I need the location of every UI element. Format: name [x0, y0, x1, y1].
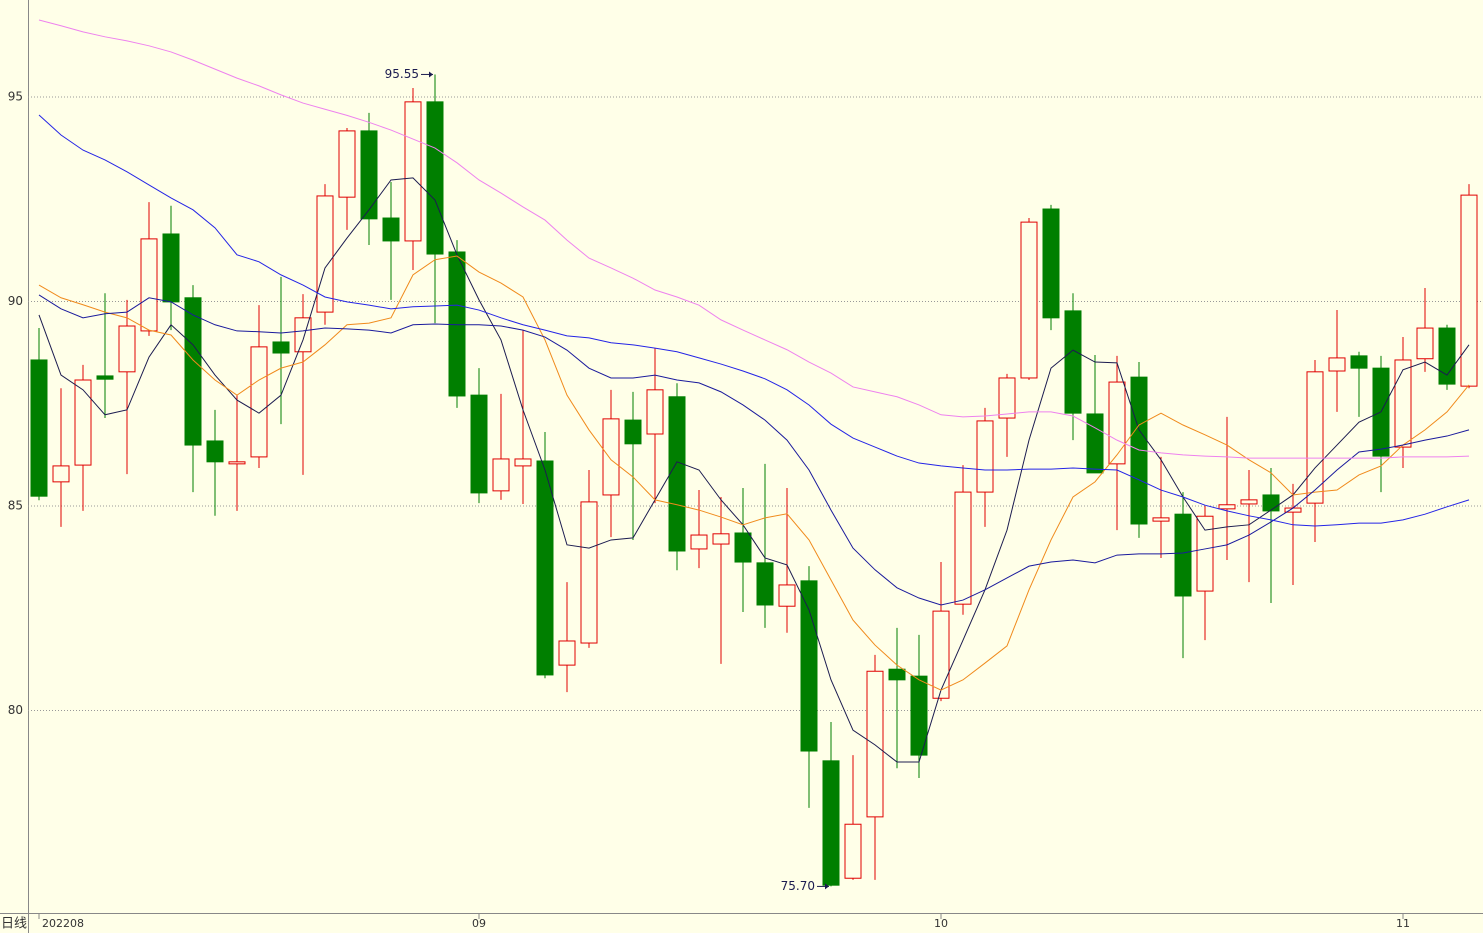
- annotation-label: 95.55: [385, 67, 419, 81]
- candle-body: [1064, 310, 1082, 414]
- candle-body: [162, 233, 180, 303]
- moving-average-line: [38, 255, 1470, 691]
- candle-body: [690, 534, 708, 550]
- y-tick-label: 80: [8, 703, 23, 717]
- candle-body: [844, 823, 862, 879]
- candle-body: [1416, 327, 1434, 360]
- annotation-arrowhead: [825, 883, 829, 890]
- candle-body: [1152, 517, 1170, 522]
- x-tick-label: 10: [934, 917, 948, 930]
- candle-body: [96, 375, 114, 380]
- candle-body: [492, 458, 510, 492]
- candle-body: [228, 461, 246, 465]
- candle-body: [470, 394, 488, 494]
- x-tick-label: 202208: [42, 917, 84, 930]
- candle-body: [998, 377, 1016, 419]
- candle-body: [734, 532, 752, 563]
- candle-body: [140, 238, 158, 332]
- candle-body: [1438, 327, 1456, 385]
- candle-body: [514, 458, 532, 467]
- candle-body: [382, 217, 400, 242]
- candle-body: [30, 359, 48, 497]
- candle-body: [888, 668, 906, 681]
- candle-body: [910, 675, 928, 756]
- x-tick-label: 09: [472, 917, 486, 930]
- candle-body: [866, 670, 884, 818]
- candle-body: [1328, 357, 1346, 372]
- candle-body: [316, 195, 334, 313]
- candle-body: [602, 418, 620, 496]
- candle-body: [184, 297, 202, 446]
- annotation-arrowhead: [429, 71, 433, 78]
- candle-body: [206, 440, 224, 463]
- candle-body: [360, 130, 378, 220]
- candle-body: [74, 379, 92, 466]
- candle-body: [1240, 499, 1258, 505]
- candle-body: [1306, 371, 1324, 504]
- candle-body: [668, 396, 686, 552]
- candle-body: [624, 419, 642, 445]
- candle-body: [272, 341, 290, 354]
- candle-body: [1460, 194, 1478, 387]
- candle-body: [976, 420, 994, 493]
- candle-body: [118, 325, 136, 373]
- candle-body: [580, 501, 598, 644]
- candle-body: [1394, 359, 1412, 448]
- candle-body: [1262, 494, 1280, 512]
- moving-average-line: [38, 19, 1470, 459]
- candle-body: [712, 533, 730, 545]
- moving-average-line: [38, 177, 1470, 763]
- candle-body: [558, 640, 576, 666]
- candle-body: [778, 584, 796, 607]
- moving-average-line: [38, 294, 1470, 606]
- candle-body: [756, 562, 774, 606]
- x-tick-label: 11: [1396, 917, 1410, 930]
- candle-body: [52, 465, 70, 483]
- candle-body: [822, 760, 840, 886]
- candle-body: [1196, 515, 1214, 592]
- y-tick-label: 95: [8, 89, 23, 103]
- candle-body: [338, 130, 356, 198]
- candle-body: [932, 610, 950, 699]
- candle-body: [536, 460, 554, 676]
- y-tick-label: 85: [8, 498, 23, 512]
- candle-body: [250, 346, 268, 458]
- candle-body: [1020, 221, 1038, 379]
- annotation-label: 75.70: [781, 879, 815, 893]
- candle-body: [1350, 355, 1368, 369]
- candle-body: [404, 101, 422, 242]
- moving-average-line: [38, 114, 1470, 527]
- period-label: 日线: [1, 917, 27, 932]
- candle-body: [1108, 381, 1126, 465]
- candle-body: [1086, 413, 1104, 474]
- y-tick-label: 90: [8, 294, 23, 308]
- candle-body: [1218, 504, 1236, 510]
- candle-body: [1174, 513, 1192, 597]
- candle-body: [426, 101, 444, 255]
- candle-body: [448, 251, 466, 397]
- candle-body: [800, 580, 818, 752]
- candle-body: [954, 491, 972, 605]
- candle-body: [1042, 208, 1060, 319]
- candle-body: [646, 389, 664, 435]
